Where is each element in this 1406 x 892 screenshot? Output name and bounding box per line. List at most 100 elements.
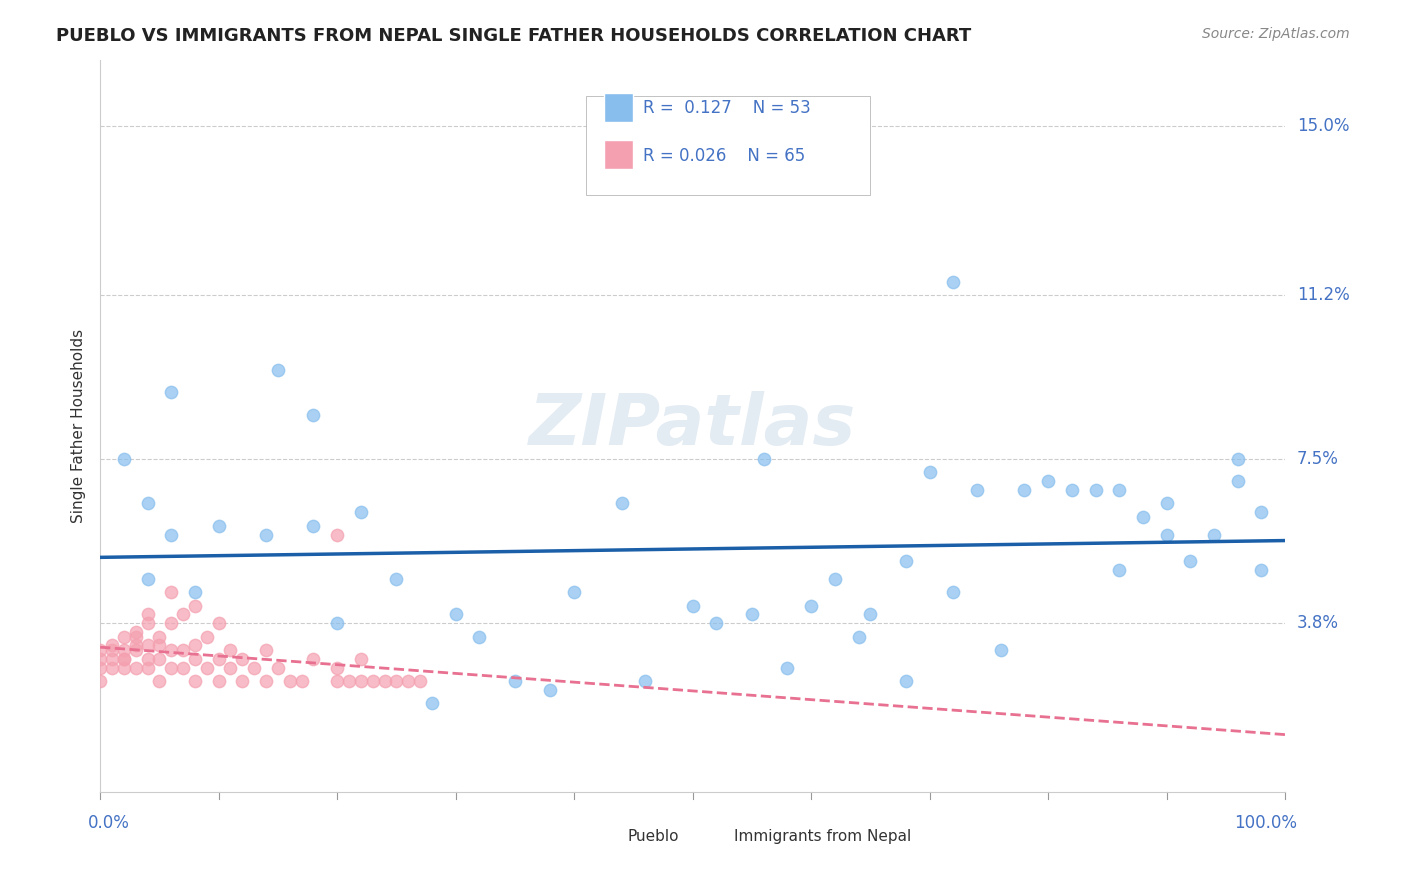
Point: [101, 643, 124, 657]
Point: [254, 643, 277, 657]
Point: [136, 496, 159, 510]
Point: [136, 639, 159, 653]
Point: [1132, 509, 1154, 524]
Point: [326, 660, 349, 674]
FancyBboxPatch shape: [603, 93, 633, 122]
Point: [800, 599, 823, 613]
Text: 3.8%: 3.8%: [1296, 615, 1339, 632]
Point: [682, 599, 704, 613]
Point: [231, 652, 253, 666]
Point: [1036, 475, 1059, 489]
Text: R = 0.026    N = 65: R = 0.026 N = 65: [643, 146, 806, 164]
Point: [409, 673, 432, 688]
Point: [361, 673, 384, 688]
Point: [350, 652, 373, 666]
Point: [101, 652, 124, 666]
Point: [148, 673, 170, 688]
Point: [112, 630, 135, 644]
Point: [112, 643, 135, 657]
Point: [148, 652, 170, 666]
Point: [302, 652, 325, 666]
Text: 15.0%: 15.0%: [1296, 117, 1350, 136]
Point: [1084, 483, 1107, 497]
Point: [184, 585, 207, 599]
Point: [160, 527, 183, 541]
Y-axis label: Single Father Households: Single Father Households: [72, 328, 86, 523]
Point: [172, 660, 194, 674]
Point: [1156, 527, 1178, 541]
Point: [1202, 527, 1225, 541]
Point: [195, 660, 218, 674]
Point: [125, 625, 148, 640]
Point: [942, 585, 965, 599]
Point: [219, 643, 242, 657]
Point: [172, 643, 194, 657]
Text: 100.0%: 100.0%: [1234, 814, 1296, 832]
Point: [125, 660, 148, 674]
Point: [326, 527, 349, 541]
Point: [859, 607, 882, 622]
Text: ZIPatlas: ZIPatlas: [529, 392, 856, 460]
Point: [894, 673, 917, 688]
Point: [848, 630, 870, 644]
Point: [337, 673, 360, 688]
Point: [160, 643, 183, 657]
Point: [385, 572, 408, 586]
FancyBboxPatch shape: [586, 96, 870, 195]
Point: [942, 275, 965, 289]
Point: [160, 616, 183, 631]
Point: [538, 682, 561, 697]
Text: 0.0%: 0.0%: [89, 814, 131, 832]
Point: [148, 639, 170, 653]
Point: [89, 660, 111, 674]
Point: [243, 660, 266, 674]
Point: [125, 639, 148, 653]
Point: [89, 673, 111, 688]
Point: [990, 643, 1012, 657]
Point: [610, 496, 633, 510]
Point: [741, 607, 763, 622]
Point: [704, 616, 727, 631]
Point: [302, 408, 325, 422]
Point: [350, 505, 373, 519]
Point: [894, 554, 917, 568]
Point: [966, 483, 988, 497]
Point: [634, 673, 657, 688]
Point: [136, 572, 159, 586]
Point: [254, 527, 277, 541]
Point: [89, 643, 111, 657]
Point: [776, 660, 799, 674]
Point: [112, 652, 135, 666]
Point: [184, 599, 207, 613]
Point: [824, 572, 846, 586]
Point: [184, 639, 207, 653]
Point: [101, 660, 124, 674]
Point: [160, 385, 183, 400]
Point: [184, 673, 207, 688]
Point: [1108, 483, 1130, 497]
Text: PUEBLO VS IMMIGRANTS FROM NEPAL SINGLE FATHER HOUSEHOLDS CORRELATION CHART: PUEBLO VS IMMIGRANTS FROM NEPAL SINGLE F…: [56, 27, 972, 45]
Point: [208, 616, 231, 631]
Point: [326, 616, 349, 631]
Point: [112, 652, 135, 666]
Point: [101, 639, 124, 653]
Text: 11.2%: 11.2%: [1296, 285, 1350, 304]
Point: [1250, 563, 1272, 577]
Point: [208, 518, 231, 533]
Point: [396, 673, 419, 688]
Point: [160, 660, 183, 674]
Point: [420, 696, 443, 710]
Point: [1180, 554, 1202, 568]
Point: [373, 673, 395, 688]
Point: [1060, 483, 1083, 497]
Point: [1156, 496, 1178, 510]
Point: [195, 630, 218, 644]
FancyBboxPatch shape: [699, 825, 728, 847]
Point: [562, 585, 585, 599]
Point: [112, 452, 135, 467]
Point: [125, 643, 148, 657]
Point: [208, 673, 231, 688]
Point: [302, 518, 325, 533]
Point: [278, 673, 301, 688]
Point: [136, 660, 159, 674]
